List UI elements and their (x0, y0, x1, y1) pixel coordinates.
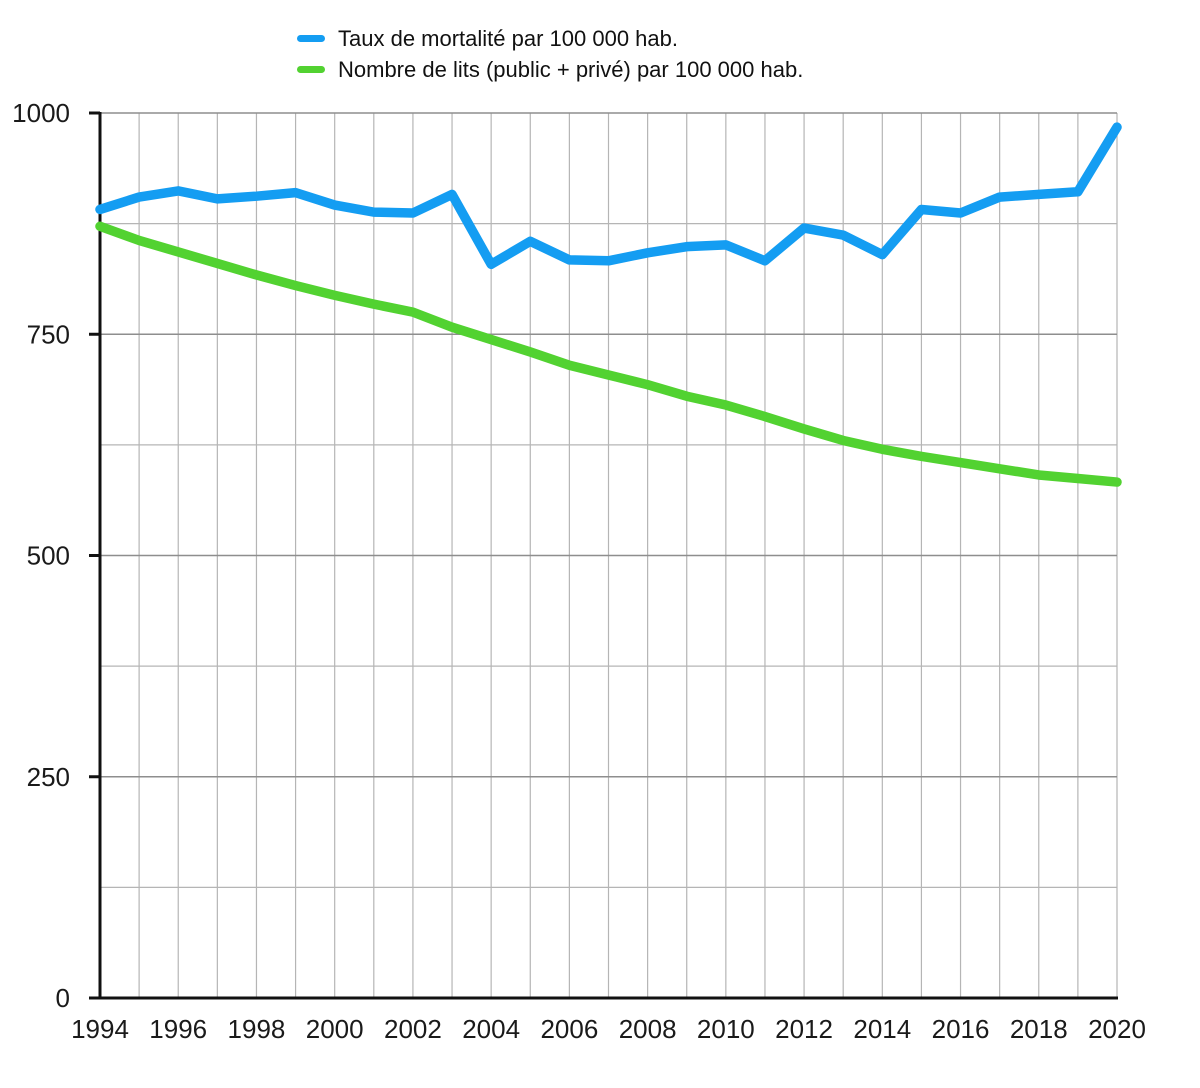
x-tick-label: 1996 (149, 1014, 207, 1044)
y-tick-label: 250 (27, 762, 70, 792)
x-tick-label: 2004 (462, 1014, 520, 1044)
chart-legend: Taux de mortalité par 100 000 hab. Nombr… (297, 23, 803, 85)
y-tick-marks (89, 111, 100, 1000)
legend-label-beds: Nombre de lits (public + privé) par 100 … (338, 56, 804, 82)
x-tick-label: 2010 (697, 1014, 755, 1044)
x-tick-label: 2016 (932, 1014, 990, 1044)
x-tick-label: 2002 (384, 1014, 442, 1044)
x-tick-label: 2020 (1088, 1014, 1146, 1044)
y-tick-label: 500 (27, 541, 70, 571)
legend-label-mortality: Taux de mortalité par 100 000 hab. (338, 25, 679, 51)
x-tick-labels: 1994 1996 1998 2000 2002 2004 2006 2008 2010 2012… (71, 1014, 1146, 1044)
legend-swatch-mortality-icon (297, 35, 325, 42)
series-mortality-line (95, 122, 1122, 270)
y-tick-label: 1000 (12, 98, 70, 128)
x-tick-label: 2012 (775, 1014, 833, 1044)
legend-item-beds: Nombre de lits (public + privé) par 100 … (297, 54, 803, 85)
y-tick-labels: 0 250 500 750 1000 (12, 98, 70, 1013)
x-tick-label: 1998 (228, 1014, 286, 1044)
x-tick-label: 1994 (71, 1014, 129, 1044)
y-tick-label: 0 (56, 983, 70, 1013)
legend-item-mortality: Taux de mortalité par 100 000 hab. (297, 23, 803, 54)
y-gridlines (100, 112, 1117, 888)
x-tick-label: 2006 (540, 1014, 598, 1044)
x-tick-label: 2018 (1010, 1014, 1068, 1044)
series-beds-line (95, 221, 1122, 487)
legend-swatch-beds-icon (297, 66, 325, 73)
x-tick-label: 2000 (306, 1014, 364, 1044)
x-tick-label: 2008 (619, 1014, 677, 1044)
x-tick-label: 2014 (853, 1014, 911, 1044)
y-tick-label: 750 (27, 319, 70, 349)
